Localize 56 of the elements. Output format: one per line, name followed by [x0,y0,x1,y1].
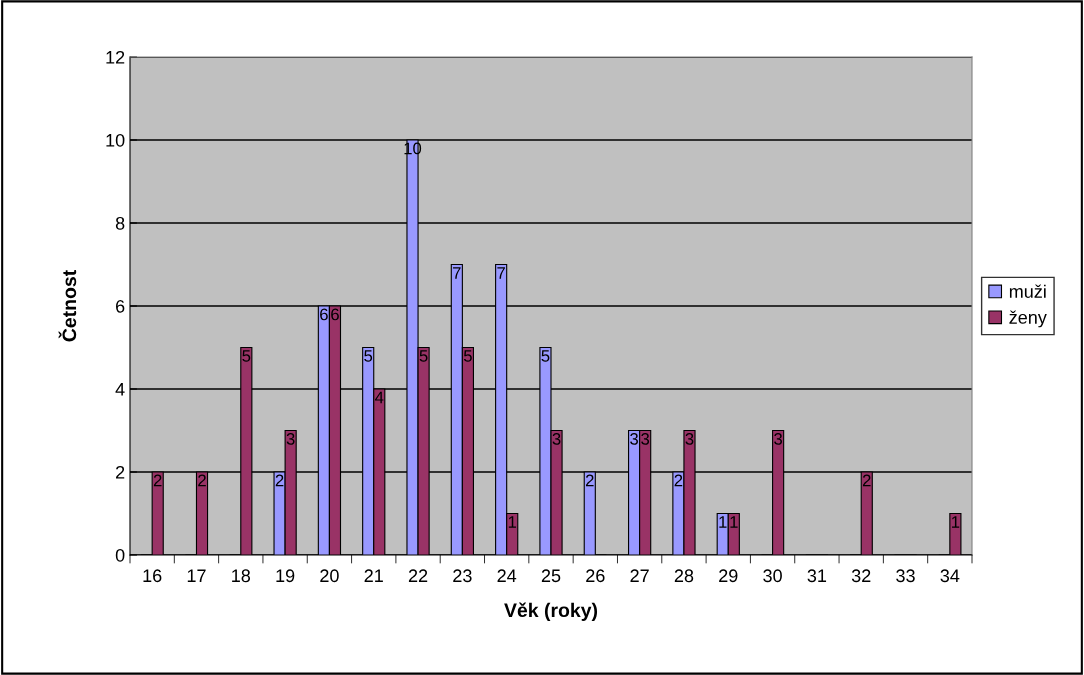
x-tick-label: 21 [364,569,383,582]
x-tick-label: 32 [851,569,871,583]
data-label: 2 [198,474,206,487]
data-label: 5 [541,350,550,362]
data-label: 3 [552,433,561,445]
y-tick-label: 0 [115,548,125,562]
data-label: 7 [497,267,505,279]
y-tick-label: 4 [115,383,125,396]
data-label: 5 [463,350,472,362]
y-axis-title: Četnost [58,270,77,342]
x-tick-label: 31 [807,569,827,583]
x-tick-label: 22 [408,569,428,582]
data-label: 2 [585,474,594,487]
data-label: 3 [286,433,295,445]
data-label: 3 [630,433,638,445]
data-label: 1 [508,516,517,528]
legend-label: muži [1009,284,1046,298]
y-tick-label: 8 [115,216,125,230]
data-label: 1 [730,516,738,528]
data-label: 6 [331,308,339,321]
data-label: 1 [719,516,727,528]
x-tick-label: 33 [896,569,915,583]
x-tick-label: 30 [763,569,782,583]
x-tick-label: 16 [143,569,162,583]
data-label: 5 [242,350,251,362]
y-tick-label: 12 [106,50,125,64]
x-tick-label: 17 [187,569,206,582]
x-tick-label: 34 [940,569,960,583]
data-label: 3 [685,433,694,445]
x-tick-label: 29 [719,569,738,583]
data-label: 2 [275,474,284,487]
x-axis-title: Věk (roky) [504,602,598,621]
data-label: 1 [952,516,960,528]
data-label: 7 [453,267,461,279]
data-label: 3 [774,433,783,445]
data-label: 4 [375,391,384,404]
data-label: 6 [320,308,328,321]
data-label: 3 [641,433,650,445]
x-tick-label: 19 [276,569,295,583]
data-label: 5 [364,350,373,362]
data-label: 2 [674,474,683,487]
data-label: 2 [153,474,162,487]
y-tick-label: 10 [106,133,125,147]
x-tick-label: 26 [586,569,605,583]
x-tick-label: 23 [453,569,472,583]
x-tick-label: 27 [630,569,649,582]
x-tick-label: 28 [674,569,694,583]
y-tick-label: 2 [116,465,125,479]
x-tick-label: 24 [497,569,517,582]
x-tick-label: 25 [541,569,561,583]
y-tick-label: 6 [116,299,125,313]
x-tick-label: 18 [232,569,251,583]
data-label: 2 [862,474,871,487]
x-tick-label: 20 [320,569,339,583]
data-label: 5 [419,350,428,362]
legend-label: ženy [1009,310,1047,328]
